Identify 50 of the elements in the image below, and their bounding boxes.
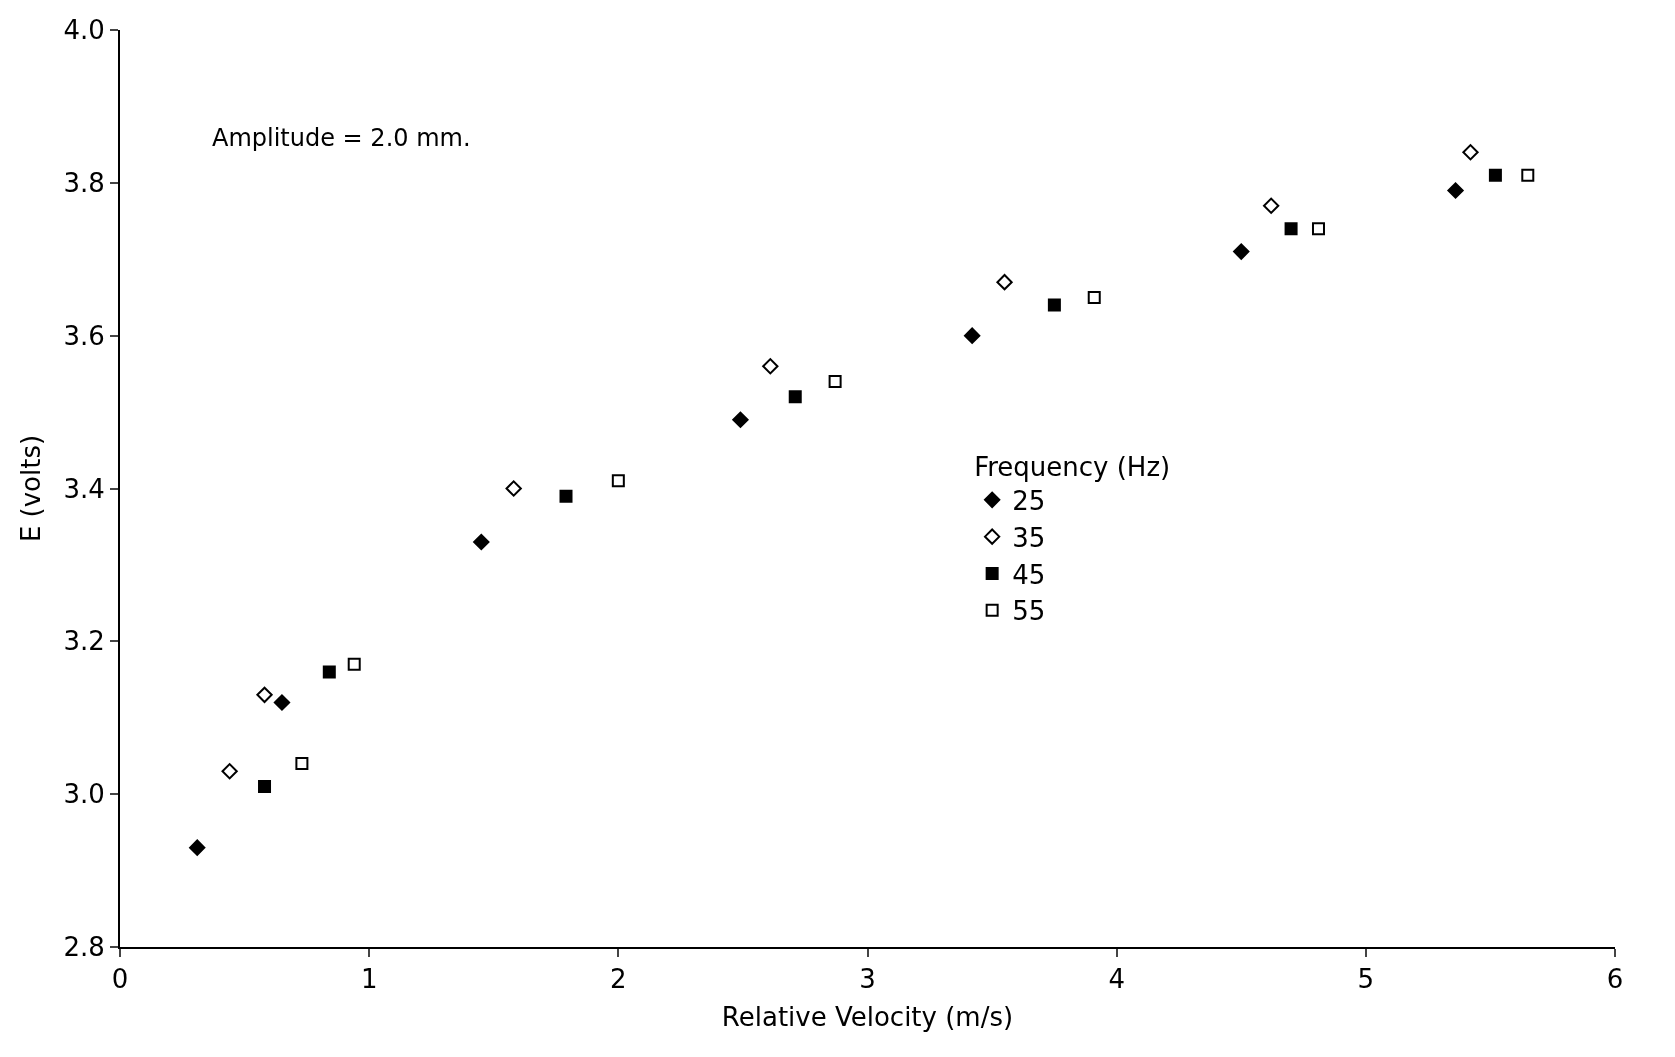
point [964,327,981,344]
point [788,390,802,404]
point [295,757,309,771]
x-tick-label: 2 [610,964,627,995]
x-axis-title: Relative Velocity (m/s) [721,1002,1014,1033]
y-tick-label: 4.0 [63,15,105,46]
point [1087,290,1101,304]
point [505,480,522,497]
point [256,686,273,703]
point [273,694,291,711]
point [189,839,206,856]
x-tick-label: 1 [360,964,378,995]
point [828,375,842,389]
point [221,763,238,780]
y-axis-title: E (volts) [16,434,47,543]
y-tick-label: 3.2 [63,626,105,657]
y-tick-label: 3.6 [63,320,105,351]
legend-label: 45 [1012,559,1046,590]
y-tick-label: 3.8 [63,167,105,198]
point [1233,243,1250,260]
point [732,411,749,428]
y-tick-label: 3.0 [63,779,105,810]
legend-label: 35 [1012,522,1046,553]
x-tick-label: 5 [1357,964,1375,995]
y-tick-label: 2.8 [63,932,105,963]
legend-title: Frequency (Hz) [974,452,1171,483]
annotation: Amplitude = 2.0 mm. [212,124,471,152]
point [1462,144,1479,161]
point [473,533,490,551]
point [996,274,1013,291]
point [1521,168,1535,182]
x-tick-label: 6 [1606,964,1624,995]
point [322,665,336,679]
y-tick-label: 3.4 [63,473,105,504]
legend-label: 55 [1012,596,1046,627]
x-tick-label: 4 [1108,964,1125,995]
x-tick-label: 3 [859,964,876,995]
point [1047,298,1061,312]
x-tick-label: 0 [111,964,129,995]
point [347,657,361,671]
point [1488,168,1502,182]
point [1263,197,1280,214]
point [1284,222,1298,236]
point [559,489,573,503]
point [258,780,272,794]
point [762,358,779,375]
point [1311,222,1325,236]
point [611,474,625,488]
legend-label: 25 [1012,485,1046,516]
point [1447,182,1464,199]
